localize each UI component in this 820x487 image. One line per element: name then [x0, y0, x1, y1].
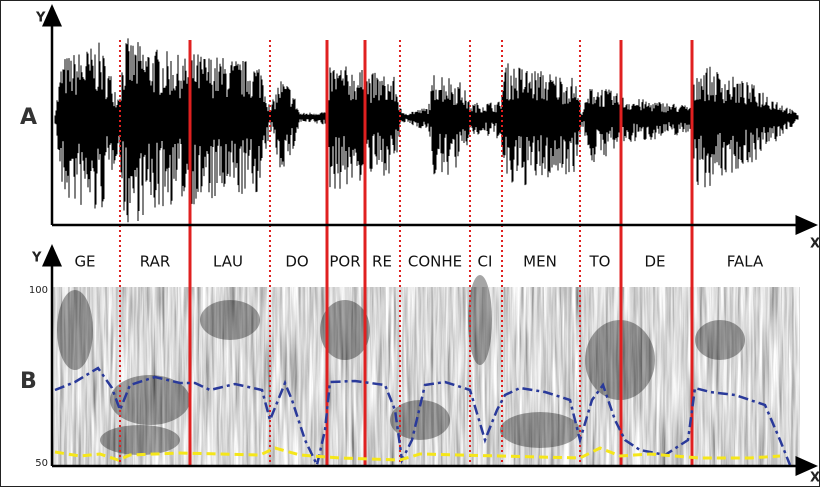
waveform	[55, 38, 798, 222]
syllable: DE	[644, 253, 665, 271]
syllable: CI	[478, 253, 493, 271]
syllable: CONHE	[408, 253, 462, 271]
syllable: GE	[74, 253, 95, 271]
y-axis-label: Y	[35, 11, 46, 26]
formant	[57, 290, 93, 370]
panel-label: A	[20, 105, 37, 130]
panel-label: B	[20, 369, 37, 394]
figure: Y X A Y X B 100 50 GE RAR LAU DO POR RE CONHE C…	[0, 0, 820, 487]
syllable: RAR	[140, 253, 171, 271]
syllable: TO	[589, 253, 611, 271]
formant	[200, 300, 260, 340]
waveform-trace	[55, 38, 798, 222]
syllable: DO	[285, 253, 308, 271]
tick-label: 100	[29, 285, 48, 296]
syllable: POR	[329, 253, 360, 271]
syllable: MEN	[523, 253, 557, 271]
formant	[100, 425, 180, 455]
y-axis-label: Y	[31, 251, 42, 266]
x-axis-label: X	[810, 237, 820, 252]
formant	[500, 412, 580, 448]
tick-label: 50	[35, 458, 48, 469]
syllable: FALA	[727, 253, 764, 271]
syllable: RE	[372, 253, 392, 271]
formant	[695, 320, 745, 360]
x-axis-label: X	[810, 471, 820, 486]
syllable: LAU	[213, 253, 243, 271]
formant	[468, 275, 492, 365]
